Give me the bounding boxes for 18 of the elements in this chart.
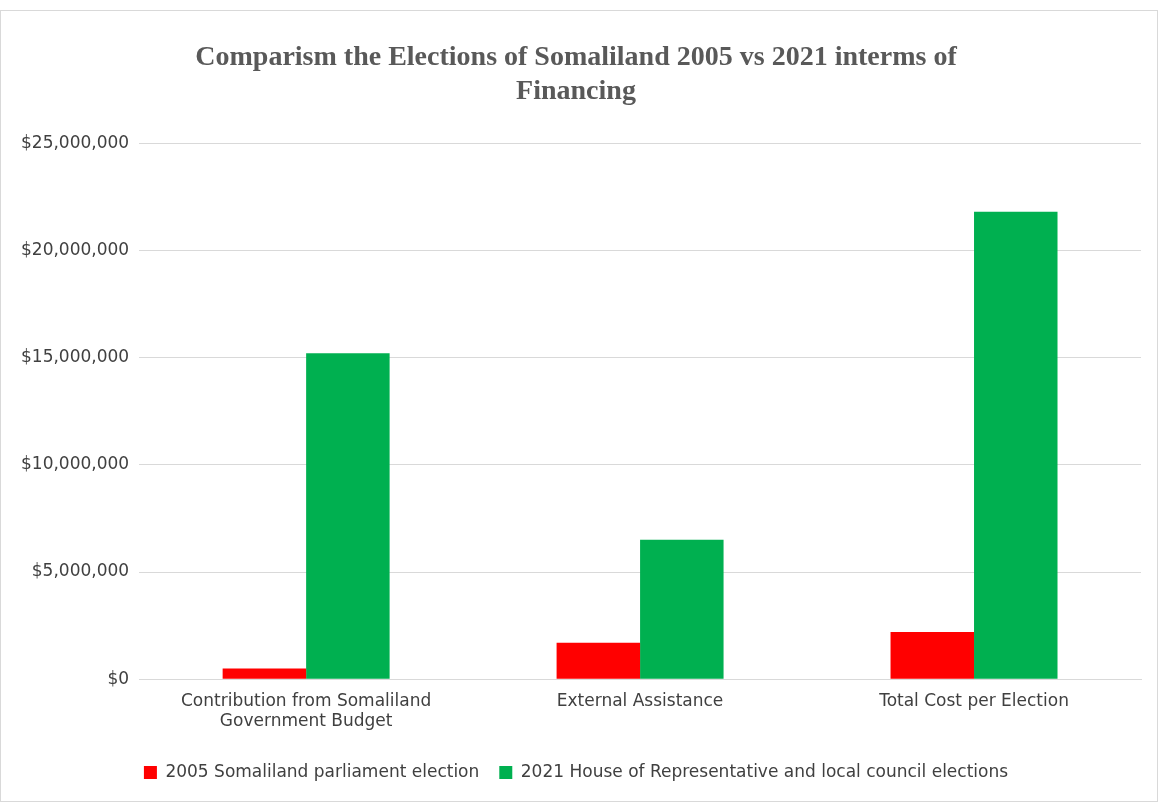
- y-tick-label: $0: [107, 667, 130, 688]
- y-tick-label: $20,000,000: [20, 238, 130, 259]
- x-tick-label: External Assistance: [556, 689, 724, 710]
- chart-title: Comparism the Elections of Somaliland 2005 vs 2021 interms of Financing: [195, 40, 958, 105]
- bar: [306, 353, 390, 679]
- bar: [222, 668, 307, 679]
- y-tick-label: $25,000,000: [20, 131, 130, 152]
- bar: [640, 539, 724, 679]
- legend-label: 2021 House of Representative and local council elections: [520, 760, 1009, 781]
- legend-label: 2005 Somaliland parliament election: [165, 760, 480, 781]
- y-tick-label: $5,000,000: [31, 560, 130, 581]
- x-tick-label: Contribution from Somaliland Government Budget: [181, 689, 432, 731]
- bar: [556, 642, 641, 679]
- y-tick-label: $15,000,000: [20, 346, 130, 367]
- bar: [974, 211, 1058, 679]
- x-tick-label: Total Cost per Election: [878, 689, 1069, 710]
- y-tick-label: $10,000,000: [20, 453, 130, 474]
- bar: [890, 632, 975, 679]
